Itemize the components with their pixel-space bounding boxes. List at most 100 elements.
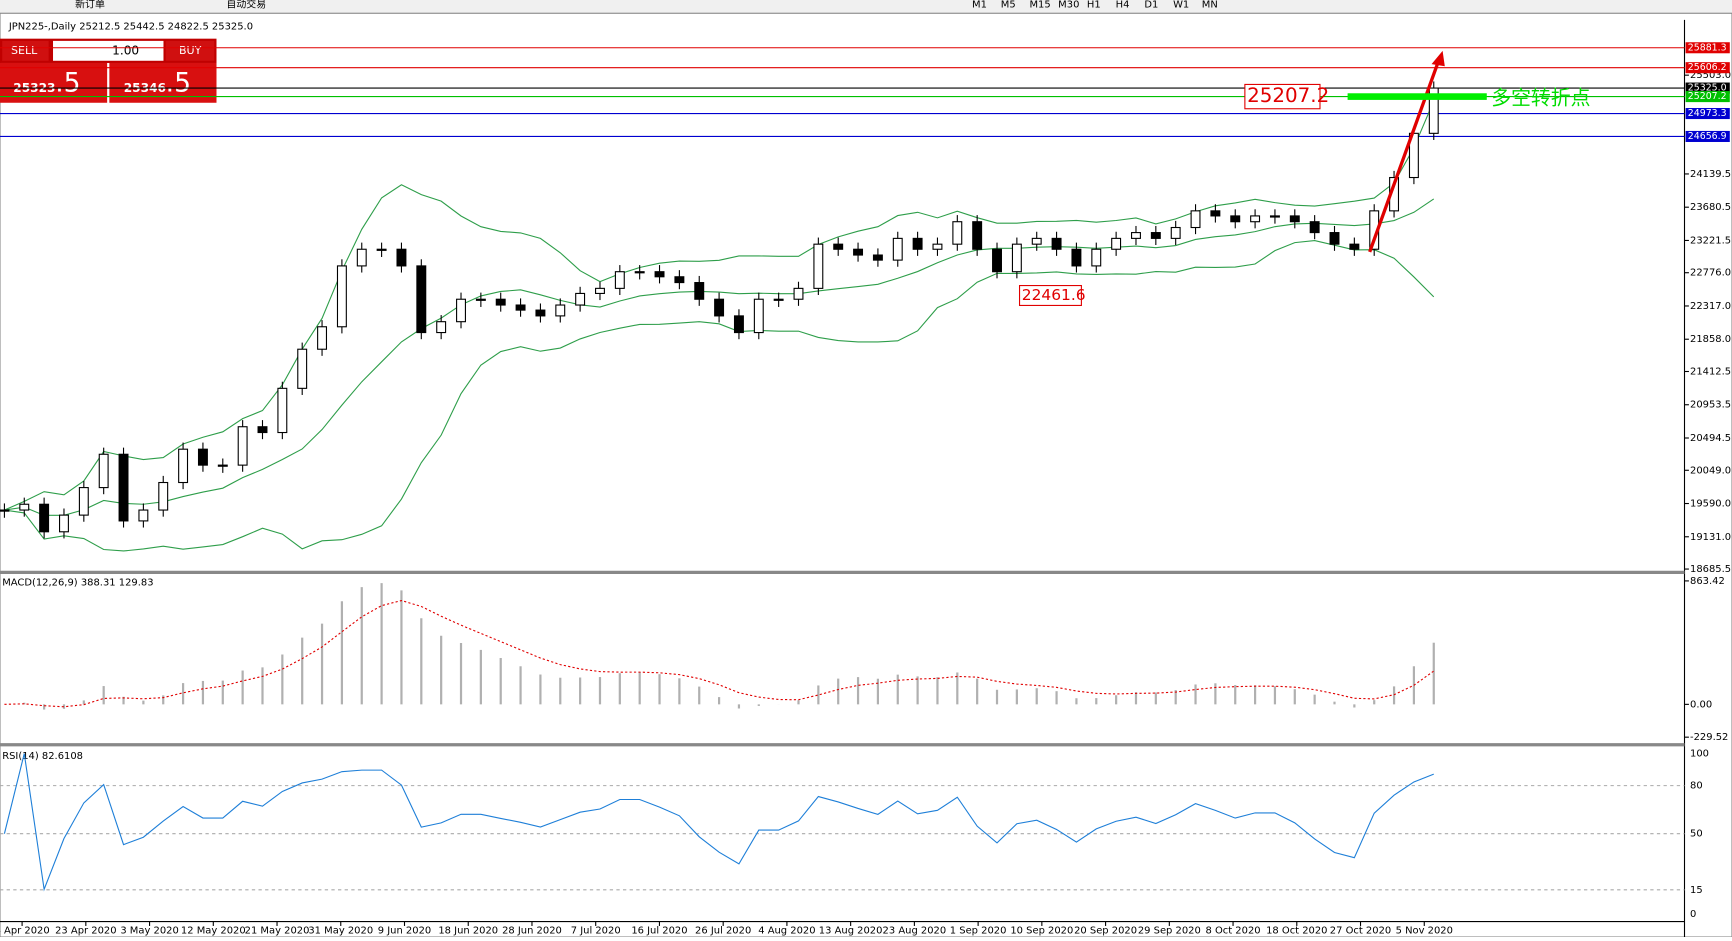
level-tag xyxy=(1685,82,1730,94)
arrow-head xyxy=(1431,50,1445,67)
price-tick-label: 23221.5 xyxy=(1690,235,1731,246)
ask-frac: .5 xyxy=(166,67,191,98)
candle xyxy=(475,298,486,301)
date-label: 21 May 2020 xyxy=(245,925,310,936)
chart-window xyxy=(0,12,1732,938)
date-label: 27 Oct 2020 xyxy=(1330,925,1391,936)
candle xyxy=(158,481,169,511)
candle xyxy=(634,271,645,274)
candle xyxy=(1091,248,1102,267)
buy-button[interactable] xyxy=(165,40,215,61)
candle xyxy=(39,503,50,533)
turn-price-box xyxy=(1244,83,1321,110)
price-tick-label: 18685.5 xyxy=(1690,564,1731,575)
date-label: 26 Jul 2020 xyxy=(695,925,751,936)
candle xyxy=(456,298,466,323)
level-label: 24973.3 xyxy=(1688,108,1727,119)
candle xyxy=(535,309,546,317)
rsi-line xyxy=(3,753,1434,892)
date-label: 28 Jun 2020 xyxy=(502,925,562,936)
date-label: 3 May 2020 xyxy=(120,925,178,936)
date-label: 8 Oct 2020 xyxy=(1205,925,1260,936)
autotrading-button[interactable]: 自动交易 xyxy=(226,0,266,10)
timeframe-button[interactable]: D1 xyxy=(1144,0,1158,10)
candle xyxy=(19,503,30,511)
date-label: 16 Jul 2020 xyxy=(631,925,687,936)
candle xyxy=(59,514,69,533)
date-label: 4 Aug 2020 xyxy=(758,925,815,936)
sell-label: SELL xyxy=(11,44,38,57)
rsi-tick-label: 80 xyxy=(1690,781,1703,792)
macd-tick-label: 0.00 xyxy=(1690,699,1712,710)
level-label: 25881.3 xyxy=(1688,42,1727,53)
level-label: 24656.9 xyxy=(1688,131,1727,142)
candle xyxy=(237,426,248,466)
date-label: 12 May 2020 xyxy=(181,925,246,936)
candle xyxy=(733,315,744,334)
price-tick-label: 24139.5 xyxy=(1690,169,1731,180)
price-tick-label: 22317.0 xyxy=(1690,301,1731,312)
lot-field[interactable] xyxy=(53,40,164,61)
candle xyxy=(793,287,804,300)
timeframe-button[interactable]: M5 xyxy=(1001,0,1016,10)
candle xyxy=(912,237,923,250)
macd-tick-label: 863.42 xyxy=(1690,576,1725,587)
date-label: 1 Sep 2020 xyxy=(950,925,1007,936)
timeframe-button[interactable]: H4 xyxy=(1116,0,1130,10)
macd-tick-label: -229.52 xyxy=(1690,732,1728,743)
candle xyxy=(1210,210,1221,217)
candle xyxy=(1309,221,1320,234)
timeframe-button[interactable]: MN xyxy=(1202,0,1218,10)
price-tick-label: 22776.0 xyxy=(1690,268,1731,279)
timeframe-button[interactable]: M30 xyxy=(1058,0,1079,10)
price-tick-label: 19131.0 xyxy=(1690,532,1731,543)
candle xyxy=(714,298,725,317)
candle xyxy=(872,254,883,261)
low-price-box xyxy=(1018,284,1082,306)
candle xyxy=(1428,87,1439,134)
candle xyxy=(336,265,347,328)
rsi-tick-label: 15 xyxy=(1690,885,1703,896)
timeframe-button[interactable]: W1 xyxy=(1173,0,1189,10)
candle xyxy=(595,287,605,294)
candle xyxy=(972,221,983,250)
lot-value: 1.00 xyxy=(112,43,139,57)
candle xyxy=(277,387,288,434)
level-label: 25606.2 xyxy=(1688,62,1727,73)
candle xyxy=(138,509,149,522)
level-label: 25325.0 xyxy=(1688,83,1727,94)
candle xyxy=(197,448,208,466)
candle xyxy=(495,298,506,306)
price-tick-label: 21412.5 xyxy=(1690,366,1731,377)
level-tag xyxy=(1685,62,1730,74)
candle xyxy=(1329,232,1340,245)
timeframe-button[interactable]: M1 xyxy=(972,0,987,10)
candle xyxy=(416,265,427,334)
date-label: 4 Apr 2020 xyxy=(0,925,50,936)
timeframe-button[interactable]: H1 xyxy=(1087,0,1101,10)
rsi-tick-label: 0 xyxy=(1690,909,1696,920)
date-label: 13 Aug 2020 xyxy=(819,925,883,936)
candle xyxy=(674,276,685,284)
new-order-button[interactable]: 新订单 xyxy=(75,0,105,10)
date-label: 23 Aug 2020 xyxy=(883,925,947,936)
sell-button[interactable] xyxy=(2,40,49,61)
toolbar xyxy=(0,0,1732,14)
candle xyxy=(892,237,903,261)
candle xyxy=(1011,243,1022,273)
candle xyxy=(555,304,566,317)
candle xyxy=(932,243,943,250)
low-price-label: 22461.6 xyxy=(1022,286,1086,304)
candle xyxy=(1190,210,1201,229)
rsi-tick-label: 50 xyxy=(1690,829,1703,840)
candle xyxy=(1111,237,1122,250)
candle xyxy=(753,298,764,334)
date-label: 5 Nov 2020 xyxy=(1396,925,1453,936)
candle xyxy=(575,292,586,306)
candle xyxy=(1269,215,1280,218)
level-tag xyxy=(1685,42,1730,54)
rsi-label: RSI(14) 82.6108 xyxy=(2,751,83,762)
bollinger-band xyxy=(4,239,1435,552)
timeframe-button[interactable]: M15 xyxy=(1029,0,1050,10)
